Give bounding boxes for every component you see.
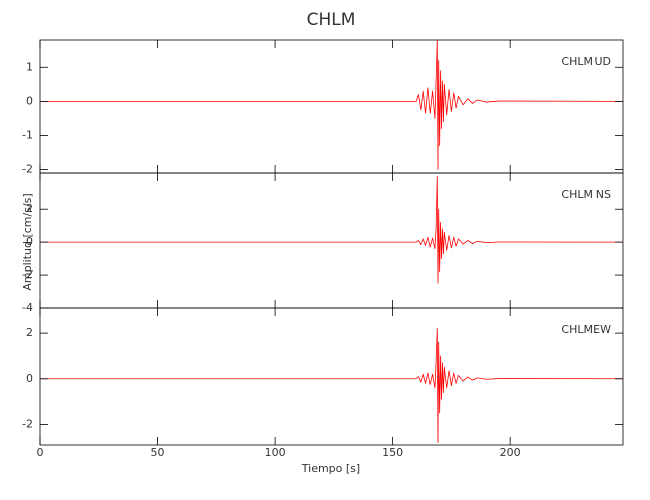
y-tick-label: 1 (26, 60, 33, 73)
panel-frame (39, 172, 624, 309)
waveform (40, 175, 624, 284)
station-label: CHLM (561, 188, 593, 201)
x-axis-label: Tiempo [s] (301, 462, 360, 475)
station-label: CHLM (561, 323, 593, 336)
y-tick-label: 0 (26, 94, 33, 107)
x-tick-label: 50 (151, 446, 165, 459)
panel-frame (39, 307, 624, 446)
waveform (40, 328, 624, 444)
x-tick-label: 150 (382, 446, 403, 459)
y-tick-label: -2 (22, 163, 33, 176)
x-tick-label: 100 (265, 446, 286, 459)
y-tick-label: -1 (22, 128, 33, 141)
y-tick-label: 2 (26, 202, 33, 215)
x-tick-label: 200 (500, 446, 521, 459)
chart-title: CHLM (307, 10, 356, 30)
y-tick-label: 0 (26, 235, 33, 248)
waveform (40, 39, 624, 170)
y-axis-label: Amplitud [cm/s/s] (21, 193, 34, 290)
station-label: CHLM (561, 55, 593, 68)
component-label: NS (596, 188, 611, 201)
component-label: UD (594, 55, 611, 68)
y-tick-label: -2 (22, 268, 33, 281)
component-label: EW (593, 323, 611, 336)
y-tick-label: -4 (22, 301, 33, 314)
panel-frame (39, 39, 624, 174)
y-tick-label: -2 (22, 417, 33, 430)
y-tick-label: 2 (26, 326, 33, 339)
x-tick-label: 0 (37, 446, 44, 459)
y-tick-label: 0 (26, 372, 33, 385)
